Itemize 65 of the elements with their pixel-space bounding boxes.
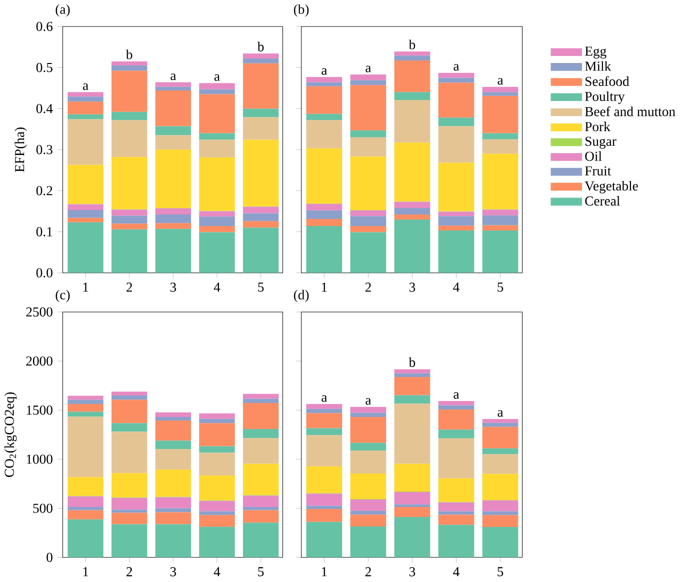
x-tick-label: 5 <box>498 282 504 292</box>
y-tick-label: 0.4 <box>36 104 53 114</box>
x-tick-label: 3 <box>409 567 416 576</box>
x-tick-label: 5 <box>498 567 504 576</box>
x-tick-label: 3 <box>170 282 176 292</box>
x-tick-label: 5 <box>258 567 264 576</box>
chart-title: (d) <box>294 290 309 302</box>
x-tick-label: 4 <box>453 567 460 576</box>
y-tick-label: 0.5 <box>36 62 52 72</box>
y-tick-label: 500 <box>33 504 52 513</box>
annotation: a <box>322 395 328 402</box>
y-tick-label: 2500 <box>26 307 52 317</box>
x-tick-label: 2 <box>365 282 371 292</box>
annotation: a <box>170 74 176 80</box>
y-tick-label: 1500 <box>26 406 52 415</box>
chart-title: (c) <box>56 290 70 302</box>
legend-label: Vegetable <box>584 181 638 194</box>
y-tick-label: 0.3 <box>36 145 52 154</box>
y-tick-label: 0.2 <box>36 186 52 196</box>
legend-label: Sugar <box>586 136 616 149</box>
annotation: a <box>366 66 372 72</box>
x-tick-label: 2 <box>126 282 132 292</box>
y-tick-label: 0.1 <box>36 227 52 236</box>
legend-label: Seafood <box>586 76 630 86</box>
legend-label: Oil <box>585 151 602 161</box>
x-tick-label: 4 <box>214 567 220 576</box>
annotation: b <box>408 357 416 368</box>
annotation: b <box>257 42 264 52</box>
legend-label: Milk <box>585 61 612 71</box>
legend-label: Pork <box>585 122 610 132</box>
legend-label: Egg <box>585 46 606 59</box>
annotation: b <box>126 50 132 60</box>
legend-label: Fruit <box>585 166 612 176</box>
y-tick-label: 2000 <box>26 356 52 366</box>
x-tick-label: 1 <box>83 282 88 292</box>
x-tick-label: 2 <box>126 567 132 576</box>
y-tick-label: 0 <box>46 552 52 562</box>
y-tick-label: 1000 <box>26 454 52 464</box>
x-tick-label: 1 <box>322 282 327 292</box>
x-tick-label: 1 <box>322 567 327 576</box>
annotation: a <box>82 84 88 90</box>
annotation: a <box>498 410 504 417</box>
x-tick-label: 3 <box>409 282 416 292</box>
x-tick-label: 1 <box>83 567 88 576</box>
y-tick-label: 0.0 <box>36 268 52 278</box>
y-axis-title: EFP(ha) <box>14 128 27 172</box>
x-tick-label: 3 <box>170 567 176 576</box>
annotation: b <box>408 40 416 50</box>
annotation: a <box>454 64 460 71</box>
chart-title: (a) <box>56 4 70 17</box>
annotation: a <box>454 392 460 399</box>
annotation: a <box>366 398 372 405</box>
annotation: a <box>498 78 504 85</box>
annotation: a <box>214 74 220 82</box>
x-tick-label: 4 <box>214 282 220 292</box>
legend-label: Cereal <box>585 196 620 206</box>
x-tick-label: 2 <box>365 567 371 576</box>
y-axis-title: CO$_{2}$(kgCO2eq) <box>4 392 17 478</box>
legend-label: Beef and mutton <box>585 106 676 116</box>
x-tick-label: 4 <box>453 282 460 292</box>
annotation: a <box>322 68 328 75</box>
legend-label: Poultry <box>585 92 625 104</box>
x-tick-label: 5 <box>258 282 264 292</box>
chart-title: (b) <box>294 4 309 17</box>
y-tick-label: 0.6 <box>36 22 53 32</box>
